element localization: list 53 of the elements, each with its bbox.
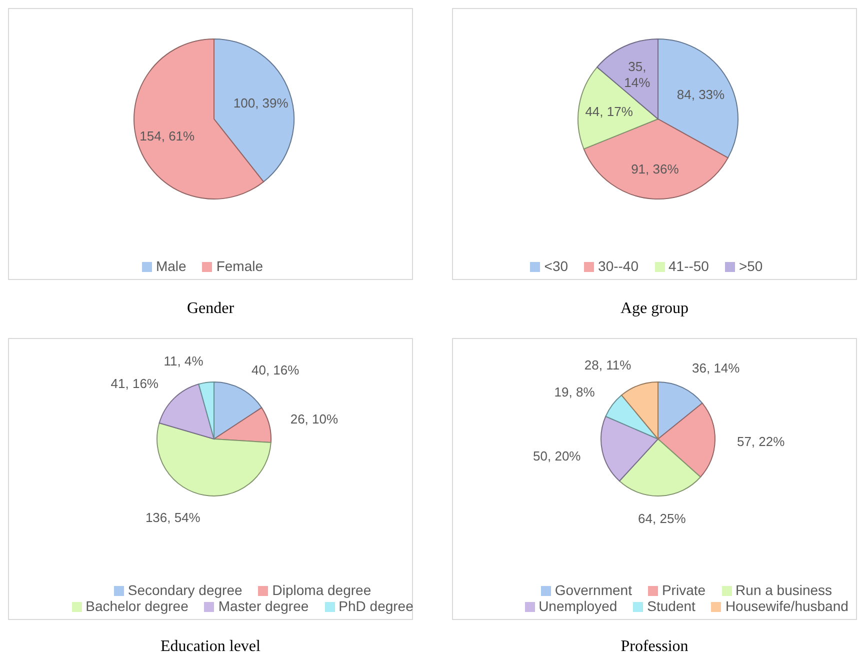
data-label: 136, 54% (145, 509, 201, 524)
pie-slice (658, 38, 738, 158)
pie-slice (214, 38, 294, 182)
legend-label: Secondary degree (128, 582, 242, 598)
pie-slice (621, 382, 658, 440)
text: Gender (186, 300, 236, 318)
legend-label: <30 (544, 258, 568, 274)
data-label: 64, 25% (638, 510, 686, 526)
data-label: 26, 10% (290, 411, 338, 426)
pie-slice (658, 402, 716, 478)
text: Education level (160, 638, 262, 656)
legend-label: Female (216, 258, 264, 274)
pie-slice (156, 422, 272, 496)
legend-label: 30--40 (598, 258, 638, 274)
pie-slice (658, 382, 703, 440)
data-label: 57, 22% (736, 433, 786, 448)
data-label: 44, 17% (585, 104, 634, 119)
data-label: 91, 36% (631, 161, 680, 176)
pie-slice (583, 118, 728, 200)
pie-slice (605, 394, 658, 440)
legend-label: Private (662, 582, 706, 598)
data-label: 35, 14% (624, 58, 651, 90)
legend-label: Unemployed (538, 598, 618, 614)
pie-slice (214, 407, 272, 444)
pie-slice (618, 438, 701, 496)
data-label: 100, 39% (233, 95, 289, 110)
legend-label: Student (647, 598, 696, 614)
data-label: 41, 16% (110, 375, 159, 390)
legend-label: Run a business (736, 582, 832, 598)
data-label: 28, 11% (584, 357, 632, 372)
legend-label: PhD degree (338, 598, 414, 614)
pie-slice (134, 38, 264, 200)
data-label: 40, 16% (252, 362, 300, 377)
legend-label: Diploma degree (272, 582, 372, 598)
legend-label: Male (156, 258, 186, 274)
legend-label: Housewife/husband (725, 598, 848, 614)
data-label: 11, 4% (164, 353, 204, 368)
text: Profession (620, 638, 690, 656)
pie-slice (198, 382, 214, 440)
data-label: 19, 8% (554, 384, 596, 400)
legend-label: Master degree (218, 598, 309, 614)
legend-label: >50 (738, 258, 763, 274)
text: Age group (620, 300, 690, 318)
data-label: 50, 20% (533, 448, 582, 463)
data-label: 36, 14% (692, 360, 740, 376)
legend-label: 41--50 (668, 258, 709, 274)
legend-label: Government (554, 582, 632, 598)
data-label: 84, 33% (676, 86, 726, 102)
pie-slice (214, 382, 262, 440)
pie-slice (600, 416, 658, 482)
pie-slice (158, 384, 214, 440)
data-label: 154, 61% (140, 128, 196, 143)
legend-label: Bachelor degree (86, 598, 188, 614)
